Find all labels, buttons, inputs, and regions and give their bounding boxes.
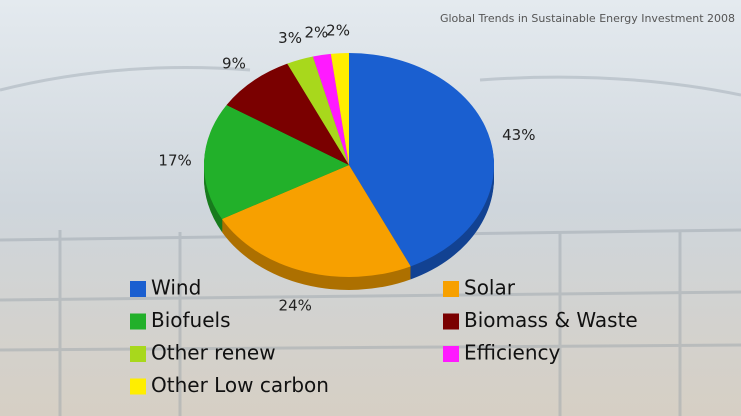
slice xyxy=(330,53,349,165)
legend-swatch xyxy=(130,346,146,362)
legend-label: Biofuels xyxy=(151,308,231,332)
legend-label: Other renew xyxy=(151,341,276,365)
data-label: 17% xyxy=(158,151,191,169)
legend-swatch xyxy=(443,281,459,297)
slice xyxy=(221,165,411,277)
legend-label: Solar xyxy=(464,276,516,300)
slice xyxy=(312,53,349,166)
chart-title: Global Trends in Sustainable Energy Inve… xyxy=(440,12,735,25)
data-label: 3% xyxy=(278,29,302,47)
legend-swatch xyxy=(130,378,146,395)
legend-label: Wind xyxy=(151,276,201,300)
data-label: 9% xyxy=(222,55,246,73)
legend-label: Biomass & Waste xyxy=(464,308,638,332)
legend-swatch xyxy=(443,346,459,362)
legend-swatch xyxy=(130,281,146,297)
legend-label: Other Low carbon xyxy=(151,373,329,397)
slice xyxy=(226,63,349,165)
legend-swatch xyxy=(130,313,146,330)
legend-swatch xyxy=(443,313,459,330)
data-label: 43% xyxy=(502,126,535,144)
data-label: 2% xyxy=(304,23,328,41)
slice xyxy=(204,104,349,219)
legend-label: Efficiency xyxy=(464,341,561,365)
data-label: 24% xyxy=(279,296,312,314)
pie: 43%24%17%9%3% 2%2% xyxy=(158,21,535,314)
slice xyxy=(349,53,495,267)
data-label: 2% xyxy=(326,21,350,39)
legend: Wind Solar Biofuels Biomass & Waste Other re… xyxy=(130,276,638,397)
slice xyxy=(287,56,349,165)
